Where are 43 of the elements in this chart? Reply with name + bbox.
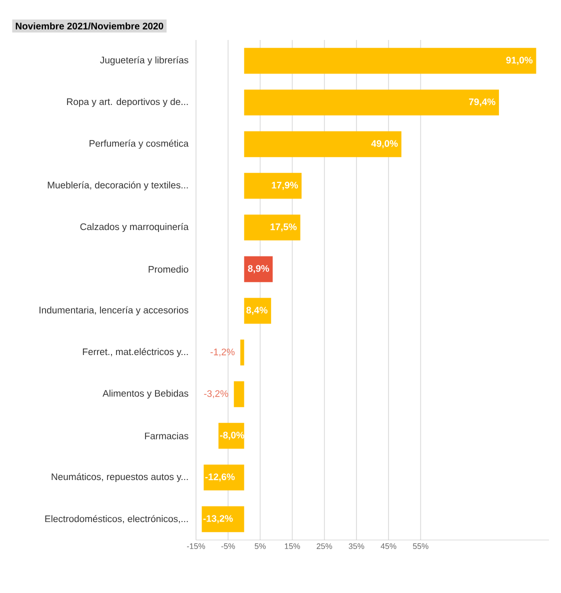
y-tick-label: Neumáticos, repuestos autos y...: [52, 473, 188, 482]
data-label: 91,0%: [506, 56, 533, 65]
data-label: -12,6%: [205, 473, 235, 482]
y-tick-label: Indumentaria, lencería y accesorios: [40, 306, 188, 316]
bar: [244, 131, 402, 158]
y-tick-label: Alimentos y Bebidas: [102, 390, 188, 399]
data-label: 8,4%: [246, 306, 268, 315]
data-label: -1,2%: [210, 348, 235, 356]
bar: [244, 298, 272, 324]
y-tick-label: Ropa y art. deportivos y de...: [67, 98, 188, 107]
bar: [234, 381, 244, 408]
data-label: 79,4%: [469, 98, 496, 107]
bar: [240, 340, 244, 366]
data-label: 17,9%: [272, 182, 298, 190]
bar: [244, 90, 499, 116]
y-tick-label: Juguetería y librerías: [100, 56, 188, 66]
data-label: -13,2%: [203, 515, 233, 524]
bar: [244, 214, 300, 240]
x-tick-label: 5%: [254, 543, 266, 549]
data-label: -3,2%: [204, 390, 228, 398]
x-tick-label: 25%: [316, 543, 332, 550]
bar: [244, 48, 536, 74]
y-tick-label: Electrodomésticos, electrónicos,...: [45, 515, 188, 524]
y-tick-label: Perfumería y cosmética: [90, 140, 189, 149]
x-tick-label: -5%: [221, 543, 235, 549]
y-tick-label: Promedio: [148, 266, 188, 273]
x-tick-label: 15%: [284, 543, 300, 549]
y-tick-label: Mueblería, decoración y textiles...: [48, 181, 188, 190]
bar: [204, 464, 244, 490]
x-tick-label: -15%: [187, 543, 206, 549]
bar: [244, 172, 302, 199]
y-tick-label: Calzados y marroquinería: [80, 223, 189, 232]
x-tick-label: 55%: [412, 543, 428, 549]
y-tick-label: Farmacias: [145, 432, 188, 440]
data-label: 49,0%: [371, 140, 398, 148]
data-label: 8,9%: [248, 265, 270, 274]
data-label: 17,5%: [270, 223, 297, 232]
bar: [244, 256, 273, 282]
text: Noviembre 2021/Noviembre 2020: [16, 22, 164, 30]
x-tick-label: 45%: [380, 543, 396, 549]
bar: [202, 506, 244, 532]
y-tick-label: Ferret., mat.eléctricos y...: [82, 348, 188, 357]
x-tick-label: 35%: [348, 543, 364, 550]
